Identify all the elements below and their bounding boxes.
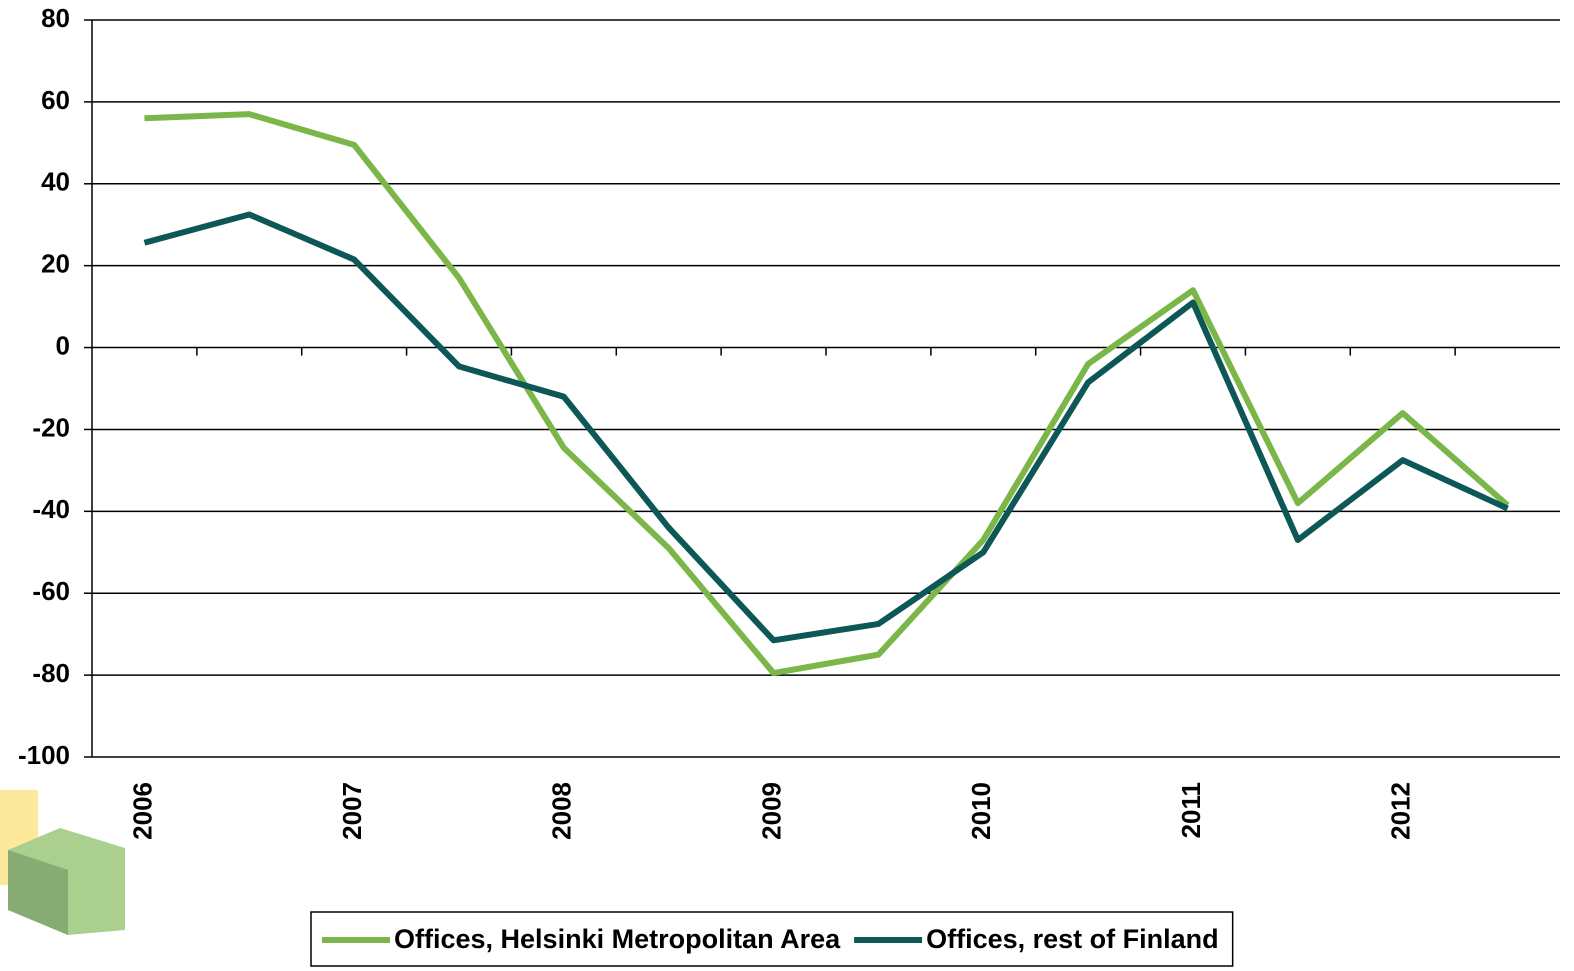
y-tick-label: -80 bbox=[32, 658, 70, 688]
x-tick-label: 2006 bbox=[127, 782, 157, 840]
x-tick-label: 2007 bbox=[337, 782, 367, 840]
legend-label: Offices, Helsinki Metropolitan Area bbox=[394, 924, 841, 954]
y-tick-label: 60 bbox=[41, 85, 70, 115]
series-line bbox=[144, 111, 1510, 677]
y-tick-label: 40 bbox=[41, 167, 70, 197]
series-line bbox=[143, 211, 1509, 644]
y-tick-label: -20 bbox=[32, 412, 70, 442]
x-tick-label: 2009 bbox=[756, 782, 786, 840]
x-tick-label: 2012 bbox=[1386, 782, 1416, 840]
legend-label: Offices, rest of Finland bbox=[926, 924, 1219, 954]
logo bbox=[0, 790, 125, 935]
y-tick-label: 20 bbox=[41, 249, 70, 279]
x-tick-label: 2008 bbox=[547, 782, 577, 840]
x-tick-label: 2010 bbox=[966, 782, 996, 840]
y-tick-label: -40 bbox=[32, 494, 70, 524]
y-tick-label: -60 bbox=[32, 576, 70, 606]
y-tick-label: 80 bbox=[41, 3, 70, 33]
legend: Offices, Helsinki Metropolitan Area Offic… bbox=[310, 911, 1234, 967]
legend-box bbox=[310, 911, 1234, 967]
y-tick-label: -100 bbox=[18, 740, 70, 770]
y-tick-label: 0 bbox=[56, 330, 70, 360]
x-tick-label: 2011 bbox=[1176, 782, 1206, 838]
